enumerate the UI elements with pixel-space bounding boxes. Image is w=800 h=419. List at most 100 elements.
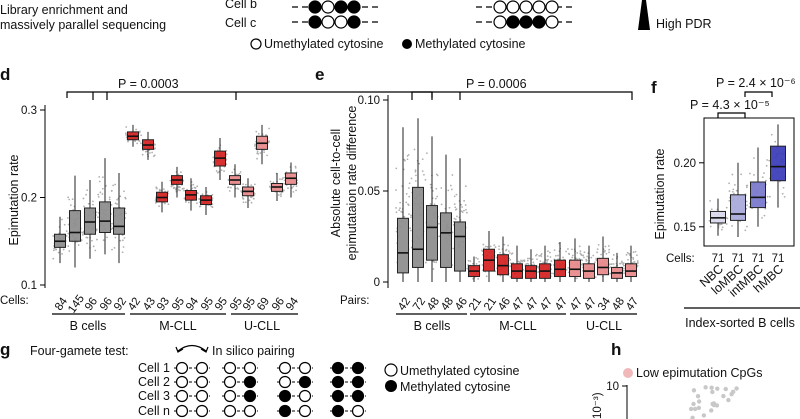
data-point [156,187,158,190]
data-point [405,201,408,204]
panel-f-bracket-top [744,91,773,97]
data-point [408,182,411,185]
data-point [421,158,424,161]
data-point [96,238,98,241]
panel-d-group-labels: B cells M-CLL U-CLL [52,313,298,333]
methylated-cpg-icon [331,361,345,375]
legend-filled-circle-icon [402,39,412,49]
data-point [484,245,487,248]
data-point [576,252,579,254]
panel-e-ylabel-1: Absolute cell-to-cell [329,129,343,237]
data-point [696,405,702,411]
data-point [621,261,623,264]
methylated-cpg-icon [351,361,365,375]
data-point [125,134,127,136]
data-point [280,195,282,198]
data-point [726,217,729,220]
count-label: 69 [255,296,272,313]
data-point [434,197,437,200]
data-point [596,251,598,254]
data-point [294,165,297,168]
data-point [124,212,127,215]
pairing-arrow-icon [177,344,207,352]
data-point [626,251,629,254]
data-point [609,272,611,275]
data-point [523,259,526,262]
data-point [162,188,165,191]
panel-g-legend-open-icon [384,363,398,377]
data-point [761,176,764,179]
data-point [749,172,751,175]
cell-row-label: Cell 3 [138,389,170,403]
count-label: 71 [772,253,785,265]
count-label: 96 [83,296,100,313]
data-point [486,245,489,248]
data-point [144,150,147,153]
data-point [489,245,492,248]
data-point [199,205,202,208]
data-point [469,260,472,262]
data-point [635,254,638,257]
data-point [763,214,766,217]
data-point [454,218,457,221]
data-point [549,256,552,258]
data-point [194,186,197,189]
ytick-label: 0.2 [21,193,37,205]
data-point [477,258,479,260]
unmethylated-cpg-icon [545,15,559,29]
data-point [536,258,538,261]
data-point [580,254,583,256]
data-point [55,248,57,251]
data-point [395,211,398,214]
data-point [696,399,702,404]
top-cpg-rows [292,0,575,29]
data-point [582,254,585,257]
data-point [114,236,117,239]
data-point [475,256,478,259]
data-point [768,159,771,162]
panel-e-pairs-label: Pairs: [340,295,369,307]
data-point [440,187,443,189]
count-label: 71 [752,253,765,265]
data-point [62,248,65,251]
data-point [101,176,104,179]
data-point [622,264,625,267]
data-point [167,203,170,206]
data-point [764,207,767,210]
data-point [766,195,769,198]
data-point [67,232,70,235]
unmethylated-cpg-icon [223,404,237,418]
data-point [595,257,598,260]
data-point [433,203,436,206]
data-point [731,225,734,227]
panel-g-letter: g [0,340,10,359]
data-point [545,261,548,264]
data-point [266,154,268,157]
data-point [612,263,615,265]
data-point [423,173,425,176]
data-point [448,206,451,209]
methylated-cpg-icon [532,15,546,29]
data-point [583,256,585,259]
data-point [465,211,468,214]
data-point [447,189,450,192]
data-point [250,195,253,198]
data-point [456,215,458,218]
data-point [424,178,427,181]
data-point [732,188,735,191]
panel-d-boxes [54,124,297,268]
unmethylated-cpg-icon [506,0,520,14]
ytick-label: 0 [374,277,380,289]
data-point [464,185,467,188]
data-point [627,258,629,261]
box [597,257,609,276]
data-point [191,187,194,190]
data-point [746,225,748,228]
data-point [466,267,469,270]
unmethylated-cpg-icon [321,0,335,14]
high-pdr-label: High PDR [656,17,712,31]
data-point [259,152,262,154]
unmethylated-cpg-icon [298,389,312,403]
cell-row-label: Cell 1 [138,361,170,375]
